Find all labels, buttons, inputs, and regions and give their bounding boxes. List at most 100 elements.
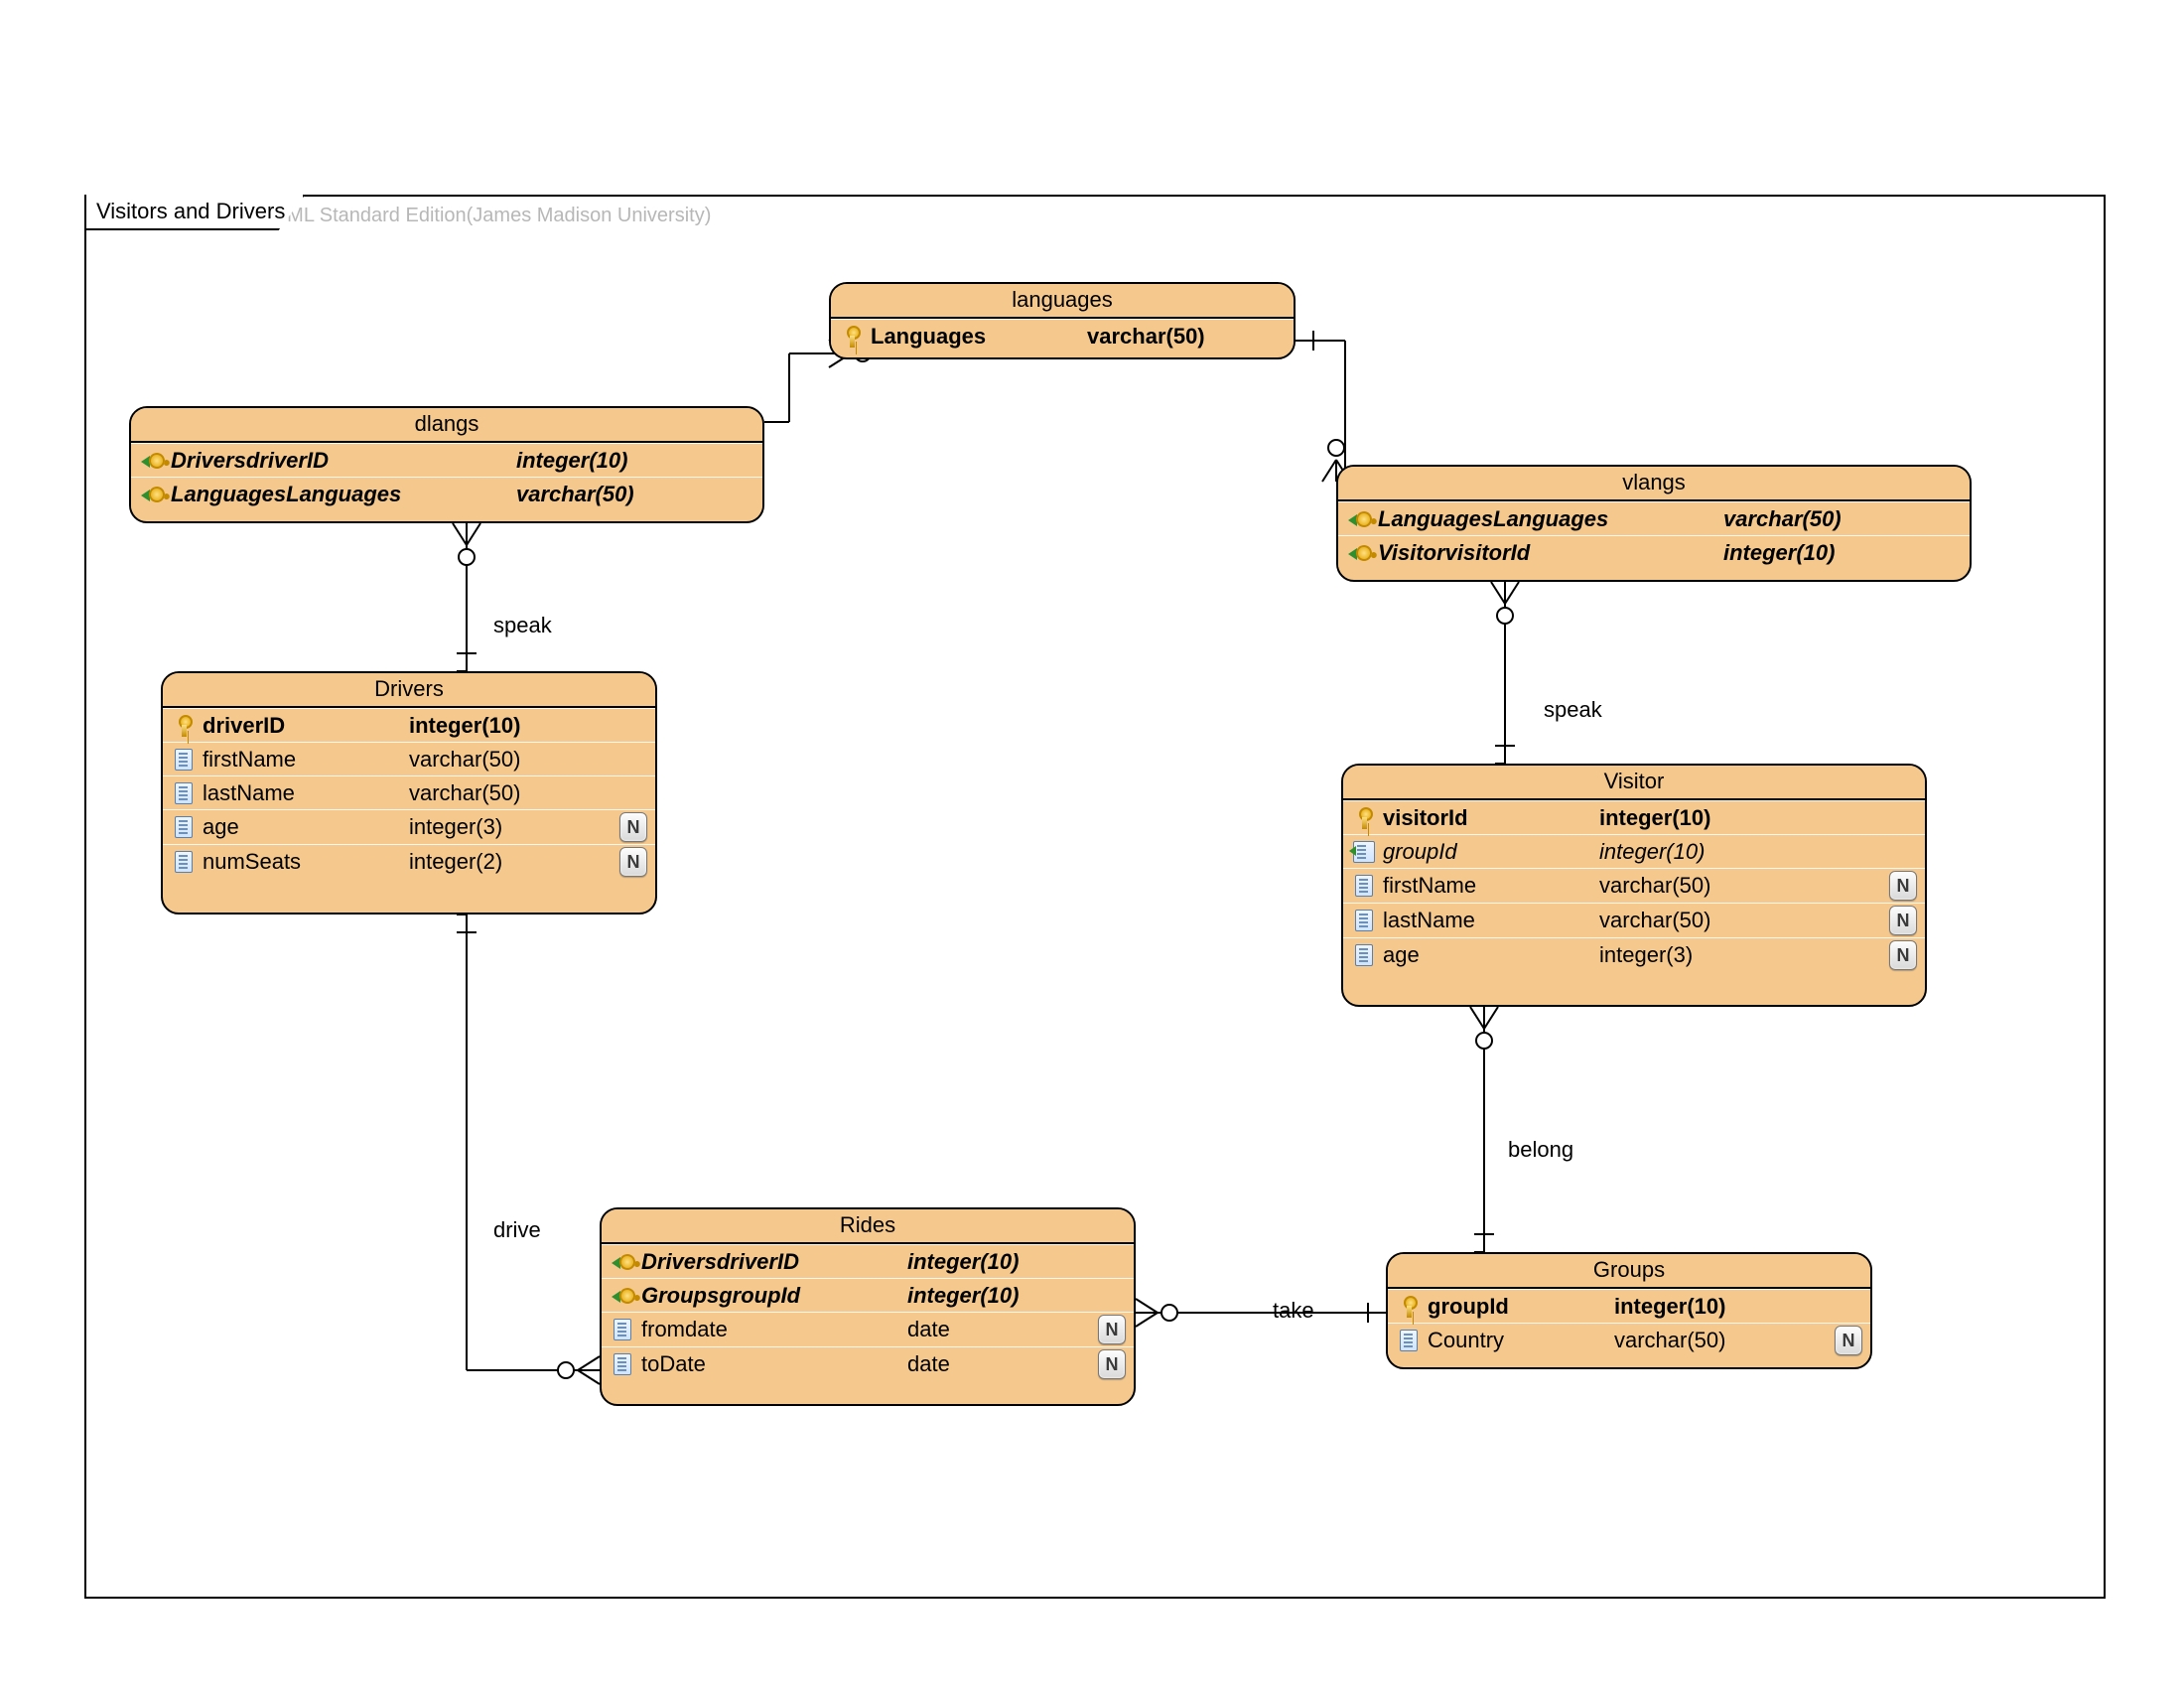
entity-title: Visitor [1343, 766, 1925, 800]
column-type: varchar(50) [391, 780, 520, 806]
column-type: date [889, 1317, 950, 1342]
column-type: integer(2) [391, 849, 502, 875]
foreign-key-icon [141, 452, 163, 470]
column-icon [1355, 910, 1373, 931]
column-type: varchar(50) [1069, 324, 1205, 350]
column-type: integer(10) [498, 448, 627, 474]
column-icon [1355, 944, 1373, 966]
entity-languages[interactable]: languagesLanguagesvarchar(50) [829, 282, 1296, 359]
column-icon [175, 749, 193, 771]
entity-title: Groups [1388, 1254, 1870, 1289]
relation-label: speak [1544, 697, 1602, 723]
column-type: varchar(50) [1581, 873, 1710, 899]
column-type: integer(10) [1596, 1294, 1725, 1320]
entity-row: driverIDinteger(10) [163, 708, 655, 742]
entity-row: firstNamevarchar(50) N [1343, 868, 1925, 903]
foreign-key-icon [1348, 544, 1370, 562]
column-type: date [889, 1351, 950, 1377]
entity-row: toDatedateN [602, 1346, 1134, 1381]
entity-row: ageinteger(3)N [1343, 937, 1925, 972]
column-icon [175, 782, 193, 804]
column-name: Languages [867, 324, 1069, 350]
nullable-badge: N [619, 812, 647, 842]
relation-label: belong [1508, 1137, 1573, 1163]
entity-row: ageinteger(3)N [163, 809, 655, 844]
entity-row: fromdatedateN [602, 1312, 1134, 1346]
entity-row: LanguagesLanguagesvarchar(50) [131, 477, 762, 510]
column-name: DriversdriverID [167, 448, 498, 474]
column-type: varchar(50) [1706, 506, 1842, 532]
column-name: firstName [199, 747, 391, 773]
entity-row: firstNamevarchar(50) [163, 742, 655, 775]
column-name: LanguagesLanguages [1374, 506, 1706, 532]
diagram-canvas: Visual Paradigm for UML Standard Edition… [0, 0, 2184, 1688]
column-name: driverID [199, 713, 391, 739]
column-name: groupId [1379, 839, 1581, 865]
column-type: integer(3) [1581, 942, 1693, 968]
column-icon [1355, 875, 1373, 897]
nullable-badge: N [1889, 906, 1917, 935]
entity-row: LanguagesLanguagesvarchar(50) [1338, 501, 1970, 535]
entity-rides[interactable]: RidesDriversdriverIDinteger(10)Groupsgro… [600, 1207, 1136, 1406]
foreign-key-icon [612, 1287, 633, 1305]
entity-dlangs[interactable]: dlangsDriversdriverIDinteger(10)Language… [129, 406, 764, 523]
column-name: visitorId [1379, 805, 1581, 831]
relation-label: speak [493, 613, 552, 638]
entity-vlangs[interactable]: vlangsLanguagesLanguagesvarchar(50)Visit… [1336, 465, 1972, 582]
entity-drivers[interactable]: DriversdriverIDinteger(10)firstNamevarch… [161, 671, 657, 914]
column-name: toDate [637, 1351, 889, 1377]
column-type: varchar(50) [1596, 1328, 1725, 1353]
entity-row: DriversdriverIDinteger(10) [131, 443, 762, 477]
entity-title: Rides [602, 1209, 1134, 1244]
primary-key-icon [1402, 1296, 1416, 1318]
column-name: GroupsgroupId [637, 1283, 889, 1309]
column-icon [175, 851, 193, 873]
entity-visitor[interactable]: VisitorvisitorIdinteger(10)groupIdintege… [1341, 764, 1927, 1007]
column-type: integer(10) [391, 713, 520, 739]
column-type: integer(10) [1581, 805, 1710, 831]
entity-row: Languagesvarchar(50) [831, 319, 1294, 352]
entity-row: groupIdinteger(10) [1343, 834, 1925, 868]
foreign-key-icon [1348, 510, 1370, 528]
entity-groups[interactable]: GroupsgroupIdinteger(10)Countryvarchar(5… [1386, 1252, 1872, 1369]
column-type: integer(10) [889, 1249, 1019, 1275]
relation-label: drive [493, 1217, 541, 1243]
entity-row: groupIdinteger(10) [1388, 1289, 1870, 1323]
column-type: varchar(50) [1581, 908, 1710, 933]
entity-row: lastNamevarchar(50) N [1343, 903, 1925, 937]
column-type: integer(10) [1706, 540, 1835, 566]
primary-key-icon [845, 326, 859, 348]
nullable-badge: N [1889, 871, 1917, 901]
entity-title: Drivers [163, 673, 655, 708]
entity-title: vlangs [1338, 467, 1970, 501]
foreign-column-icon [1353, 841, 1375, 863]
column-name: VisitorvisitorId [1374, 540, 1706, 566]
column-name: firstName [1379, 873, 1581, 899]
column-name: Country [1424, 1328, 1596, 1353]
column-icon [614, 1319, 631, 1340]
column-icon [614, 1353, 631, 1375]
primary-key-icon [177, 715, 191, 737]
column-name: age [1379, 942, 1581, 968]
entity-row: VisitorvisitorIdinteger(10) [1338, 535, 1970, 569]
column-name: LanguagesLanguages [167, 482, 498, 507]
entity-row: Countryvarchar(50) N [1388, 1323, 1870, 1357]
column-name: DriversdriverID [637, 1249, 889, 1275]
entity-row: GroupsgroupIdinteger(10) [602, 1278, 1134, 1312]
foreign-key-icon [141, 486, 163, 503]
column-icon [175, 816, 193, 838]
diagram-frame-title: Visitors and Drivers [84, 195, 305, 230]
column-name: numSeats [199, 849, 391, 875]
column-name: fromdate [637, 1317, 889, 1342]
foreign-key-icon [612, 1253, 633, 1271]
entity-row: DriversdriverIDinteger(10) [602, 1244, 1134, 1278]
nullable-badge: N [1835, 1326, 1862, 1355]
column-type: integer(10) [889, 1283, 1019, 1309]
column-name: lastName [199, 780, 391, 806]
column-type: varchar(50) [391, 747, 520, 773]
entity-title: dlangs [131, 408, 762, 443]
entity-title: languages [831, 284, 1294, 319]
column-name: lastName [1379, 908, 1581, 933]
column-name: age [199, 814, 391, 840]
column-type: varchar(50) [498, 482, 634, 507]
